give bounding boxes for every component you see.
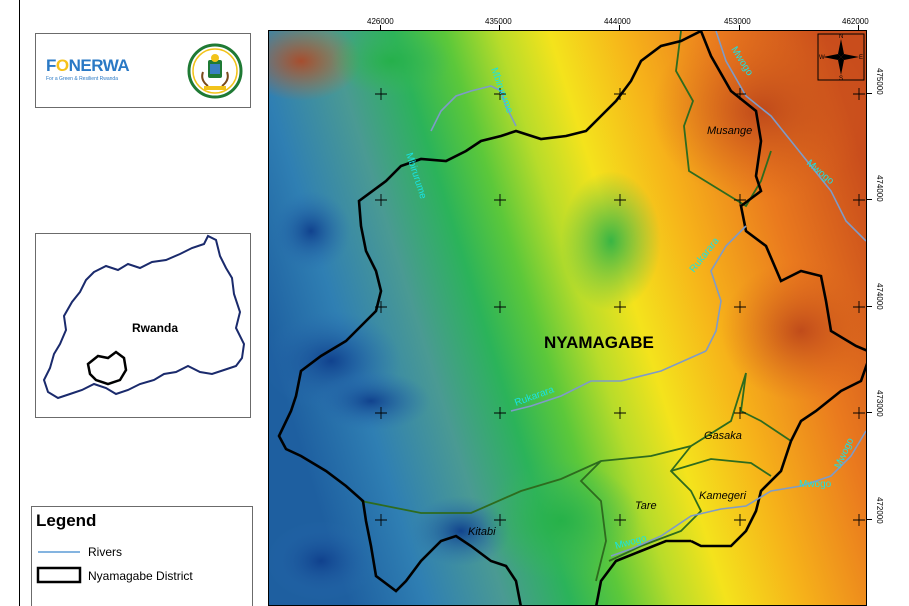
sector-label-kitabi: Kitabi (468, 526, 496, 538)
river-rukarara-south (510, 350, 707, 412)
sector-boundary (670, 458, 772, 477)
x-tick-label: 444000 (604, 17, 631, 26)
y-tick-mark (867, 93, 872, 94)
y-tick-mark (867, 199, 872, 200)
legend-label-rivers: Rivers (88, 545, 123, 559)
locator-map-panel: Rwanda (35, 233, 251, 418)
compass-south: S (839, 76, 843, 82)
legend-item-rivers: Rivers (36, 545, 236, 559)
rwanda-coat-of-arms-seal (187, 43, 243, 99)
y-tick-mark (867, 519, 872, 520)
x-tick-label: 435000 (485, 17, 512, 26)
fonerwa-logo: FONERWA For a Green & Resilient Rwanda (46, 56, 130, 82)
river-mbirurume-north (430, 85, 517, 132)
x-tick-label: 453000 (724, 17, 751, 26)
legend-item-district: Nyamagabe District (36, 566, 236, 587)
y-tick-mark (867, 412, 872, 413)
sector-boundary (579, 460, 607, 582)
x-tick-label: 426000 (367, 17, 394, 26)
y-tick-label: 474000 (875, 283, 884, 310)
y-tick-label: 474000 (875, 175, 884, 202)
lowland-patch (311, 371, 431, 431)
district-boundary (277, 31, 866, 605)
river-mwogo-east (715, 31, 866, 242)
y-tick-label: 475000 (875, 68, 884, 95)
x-tick-label: 462000 (842, 17, 869, 26)
sector-boundary (360, 372, 792, 514)
elevation-map[interactable]: N S W E NYAMAGABE Musange Gasaka Kameger… (268, 30, 867, 606)
lowland-patch (271, 191, 351, 271)
x-tick-mark (858, 25, 859, 30)
page-margin-line (19, 0, 20, 606)
compass-west: W (819, 55, 825, 61)
midland-patch (331, 31, 451, 96)
y-tick-label: 473000 (875, 390, 884, 417)
graticule (375, 88, 865, 526)
fonerwa-tagline: For a Green & Resilient Rwanda (46, 76, 118, 82)
elevation-map-canvas: N S W E NYAMAGABE Musange Gasaka Kameger… (269, 31, 866, 605)
sector-label-kamegeri: Kamegeri (699, 490, 747, 502)
legend-panel: Legend Rivers Nyamagabe District (31, 506, 253, 606)
legend-title: Legend (36, 511, 97, 530)
fonerwa-wordmark: FONERWA (46, 56, 130, 75)
compass-rose-icon: N S W E (817, 33, 865, 82)
compass-north: N (839, 34, 843, 40)
midland-patch (561, 171, 661, 311)
logo-panel: FONERWA For a Green & Resilient Rwanda (35, 33, 251, 108)
x-tick-mark (619, 25, 620, 30)
x-tick-mark (380, 25, 381, 30)
y-tick-label: 472000 (875, 497, 884, 524)
rivers-line-symbol (38, 551, 80, 553)
x-tick-mark (499, 25, 500, 30)
legend-label-district: Nyamagabe District (88, 569, 193, 583)
highland-patch (721, 261, 866, 401)
lowland-patch (269, 521, 376, 601)
sector-label-gasaka: Gasaka (704, 430, 742, 442)
river-label: Mwogo (799, 479, 832, 490)
compass-east: E (859, 55, 863, 61)
district-box-symbol (36, 566, 82, 584)
rwanda-label: Rwanda (132, 321, 178, 335)
y-tick-mark (867, 306, 872, 307)
rwanda-country-outline (42, 234, 246, 400)
nyamagabe-locator-outline (86, 350, 128, 386)
sector-label-tare: Tare (635, 500, 657, 512)
highland-patch (651, 31, 866, 201)
river-mwogo-south (610, 430, 866, 557)
district-label: NYAMAGABE (544, 333, 654, 352)
x-tick-mark (739, 25, 740, 30)
sector-label-musange: Musange (707, 125, 752, 137)
rwanda-outline-map: Rwanda (42, 234, 246, 400)
river-rukarara-east (705, 225, 747, 352)
